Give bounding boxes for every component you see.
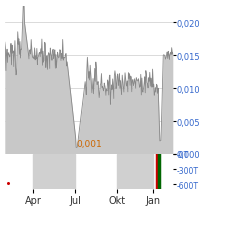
Bar bbox=[117, 154, 153, 189]
Text: 0,001: 0,001 bbox=[76, 140, 102, 149]
Text: 0,023: 0,023 bbox=[0, 230, 1, 231]
Bar bbox=[33, 154, 75, 189]
